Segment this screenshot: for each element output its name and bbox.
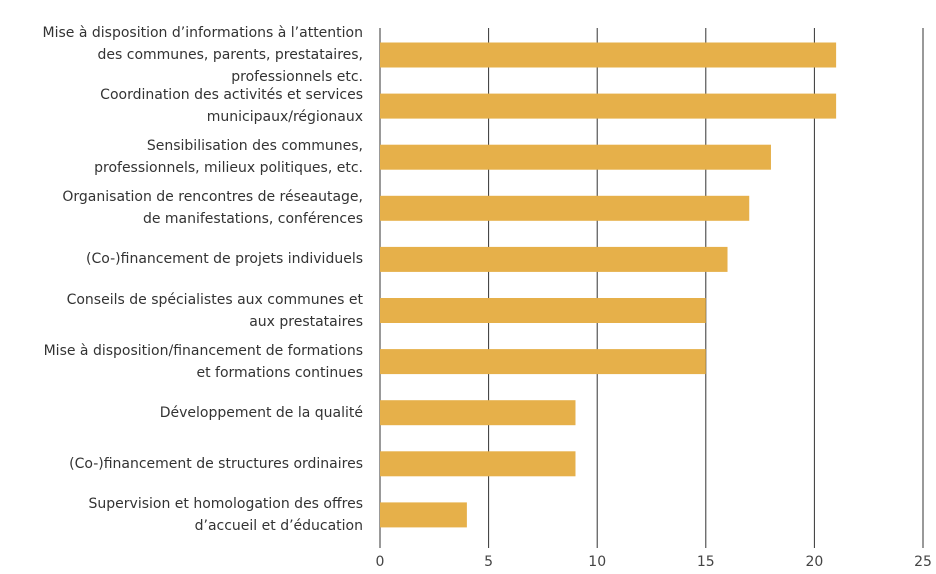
x-tick-label: 15 xyxy=(697,554,715,570)
y-tick-label: Coordination des activités et services m… xyxy=(100,87,363,126)
y-tick-label: Supervision et homologation des offres d… xyxy=(88,495,363,534)
y-tick-label: (Co-)financement de structures ordinaire… xyxy=(69,455,363,472)
y-tick-label: Organisation de rencontres de réseautage… xyxy=(62,189,363,228)
bar xyxy=(380,42,837,68)
y-tick-label: Développement de la qualité xyxy=(159,404,363,421)
bar xyxy=(380,400,576,426)
bar xyxy=(380,144,771,170)
y-tick-label: Sensibilisation des communes, profession… xyxy=(94,138,363,177)
bar xyxy=(380,451,576,477)
x-tick-label: 10 xyxy=(588,554,606,570)
bar xyxy=(380,298,706,323)
x-tick-label: 5 xyxy=(484,554,493,570)
bar xyxy=(380,195,750,221)
x-tick-label: 20 xyxy=(805,554,823,570)
bar xyxy=(380,246,728,272)
y-tick-label: (Co-)financement de projets individuels xyxy=(86,251,363,268)
y-tick-label: Mise à disposition d’informations à l’at… xyxy=(42,25,363,85)
bar xyxy=(380,502,467,528)
bar xyxy=(380,93,837,119)
bar xyxy=(380,349,706,375)
x-tick-label: 0 xyxy=(376,554,385,570)
y-tick-label: Conseils de spécialistes aux communes et… xyxy=(66,291,363,330)
x-tick-label: 25 xyxy=(914,554,932,570)
y-tick-label: Mise à disposition/financement de format… xyxy=(43,342,363,381)
